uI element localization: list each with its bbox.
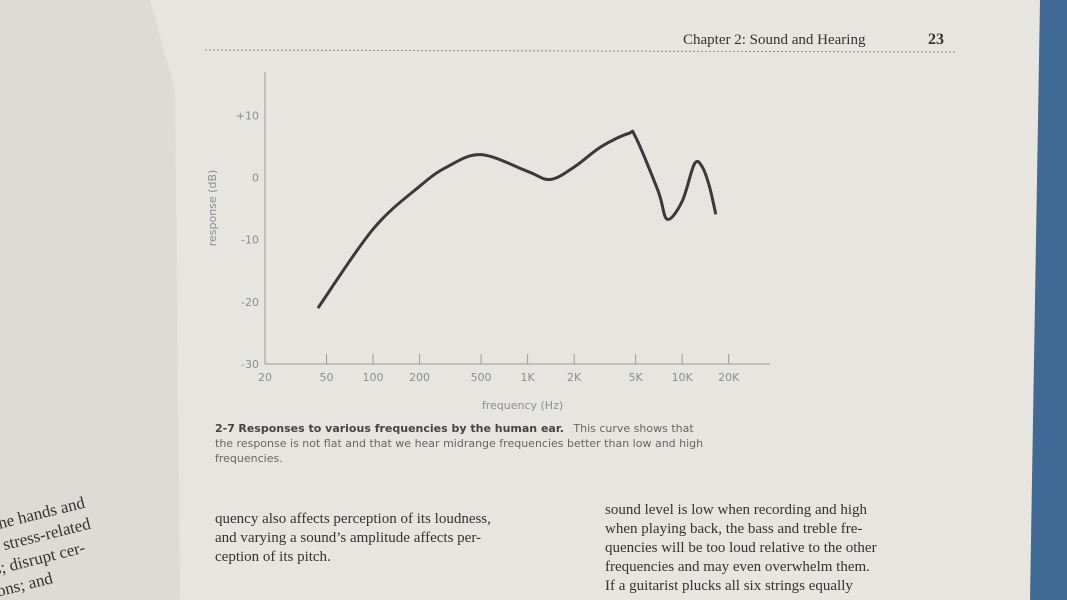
x-tick-label: 10K [672,371,694,384]
text-line: quencies will be too loud relative to th… [605,540,877,556]
y-tick-label: -30 [241,358,259,371]
y-axis-label: response (dB) [206,170,219,247]
svg-text:2-7 Responses to various frequ: 2-7 Responses to various frequencies by … [215,422,694,435]
column: quency also affects perception of its lo… [215,511,491,565]
figure-number: 2-7 [215,422,235,435]
x-tick-label: 20 [258,371,272,384]
chapter-title: Chapter 2: Sound and Hearing [683,32,866,48]
text-line: ception of its pitch. [215,549,331,565]
page-number: 23 [928,31,944,48]
text-line: when playing back, the bass and treble f… [605,521,862,537]
y-tick-label: +10 [236,109,259,122]
left-page [0,0,180,600]
column: sound level is low when recording and hi… [605,502,877,594]
caption-line: the response is not flat and that we hea… [215,437,703,450]
text-line: sound level is low when recording and hi… [605,502,868,518]
y-tick-label: 0 [252,172,259,185]
x-tick-label: 1K [520,371,535,384]
x-tick-label: 50 [320,371,334,384]
x-tick-label: 2K [567,371,582,384]
chart: -30 -20 -10 0 +10 20 50 100 200 500 1K 2K 5K 10K 20K fr… [206,72,770,412]
right-page [0,0,1040,600]
response-curve [316,129,718,309]
header-rule [204,49,956,53]
x-tick-label: 5K [629,371,644,384]
y-tick-label: -20 [241,296,259,309]
text-line: frequencies and may even overwhelm them. [605,559,870,575]
y-tick-label: -10 [241,234,259,247]
x-tick-label: 20K [718,371,740,384]
x-tick-label: 100 [363,371,384,384]
text-line: quency also affects perception of its lo… [215,511,491,527]
caption-line: This curve shows that [572,422,694,435]
figure-title: Responses to various frequencies by the … [238,422,564,435]
x-axis-label: frequency (Hz) [482,399,563,412]
text-line: and varying a sound’s amplitude affects … [215,530,481,546]
x-tick-label: 500 [471,371,492,384]
x-tick-label: 200 [409,371,430,384]
text-line: If a guitarist plucks all six strings eq… [605,578,853,594]
caption-line: frequencies. [215,452,283,465]
